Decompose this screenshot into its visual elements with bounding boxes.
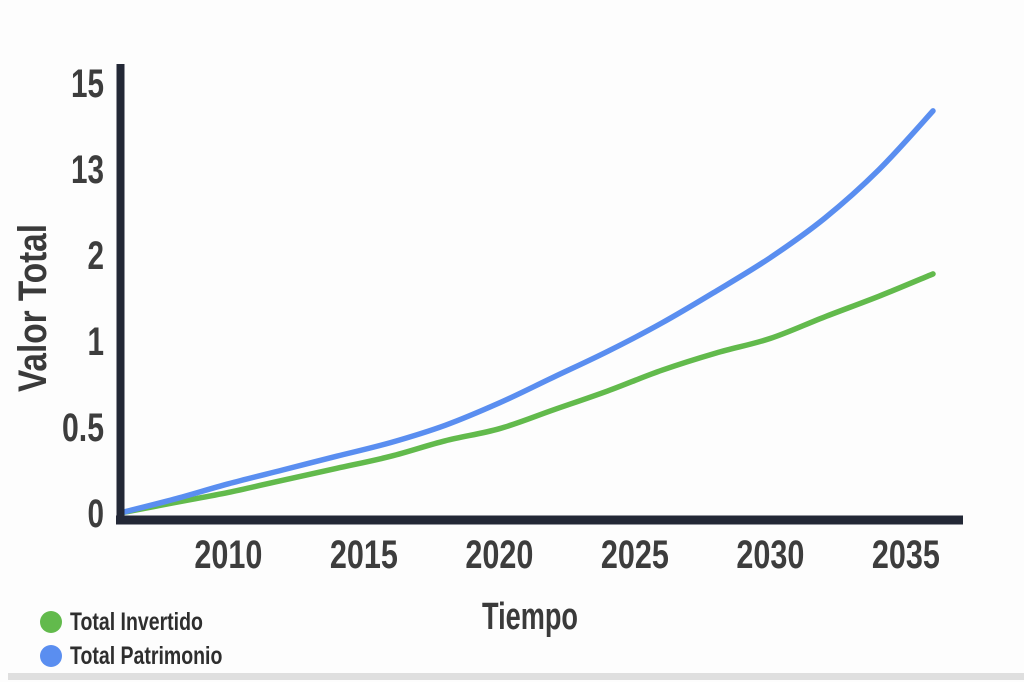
x-tick-label: 2010 bbox=[194, 533, 262, 577]
y-tick-label: 1 bbox=[88, 320, 105, 364]
y-tick-label: 0.5 bbox=[62, 406, 104, 450]
x-tick-label: 2020 bbox=[465, 533, 533, 577]
y-tick-label: 15 bbox=[71, 62, 104, 106]
y-axis-tick-labels: 0 0.5 1 2 13 15 bbox=[62, 62, 104, 536]
y-tick-label: 0 bbox=[88, 492, 105, 536]
series-line-total-patrimonio bbox=[117, 108, 936, 516]
series-curves bbox=[117, 108, 936, 516]
legend-item: Total Patrimonio bbox=[40, 639, 265, 673]
y-tick-label: 2 bbox=[88, 234, 105, 278]
bottom-edge-strip bbox=[8, 673, 1024, 680]
y-tick-label: 13 bbox=[71, 148, 104, 192]
legend-swatch-icon bbox=[40, 611, 62, 633]
x-axis-title: Tiempo bbox=[482, 596, 578, 638]
x-tick-label: 2035 bbox=[872, 533, 940, 577]
x-axis-tick-labels: 2010 2015 2020 2025 2030 2035 bbox=[194, 533, 940, 577]
legend: Total Invertido Total Patrimonio bbox=[40, 605, 265, 673]
legend-swatch-icon bbox=[40, 645, 62, 667]
y-axis-title: Valor Total bbox=[11, 224, 55, 392]
legend-label: Total Patrimonio bbox=[70, 641, 223, 670]
x-tick-label: 2015 bbox=[330, 533, 398, 577]
legend-item: Total Invertido bbox=[40, 605, 265, 639]
series-line-total-invertido bbox=[117, 271, 936, 516]
x-tick-label: 2025 bbox=[601, 533, 669, 577]
legend-label: Total Invertido bbox=[70, 607, 203, 636]
x-tick-label: 2030 bbox=[736, 533, 804, 577]
